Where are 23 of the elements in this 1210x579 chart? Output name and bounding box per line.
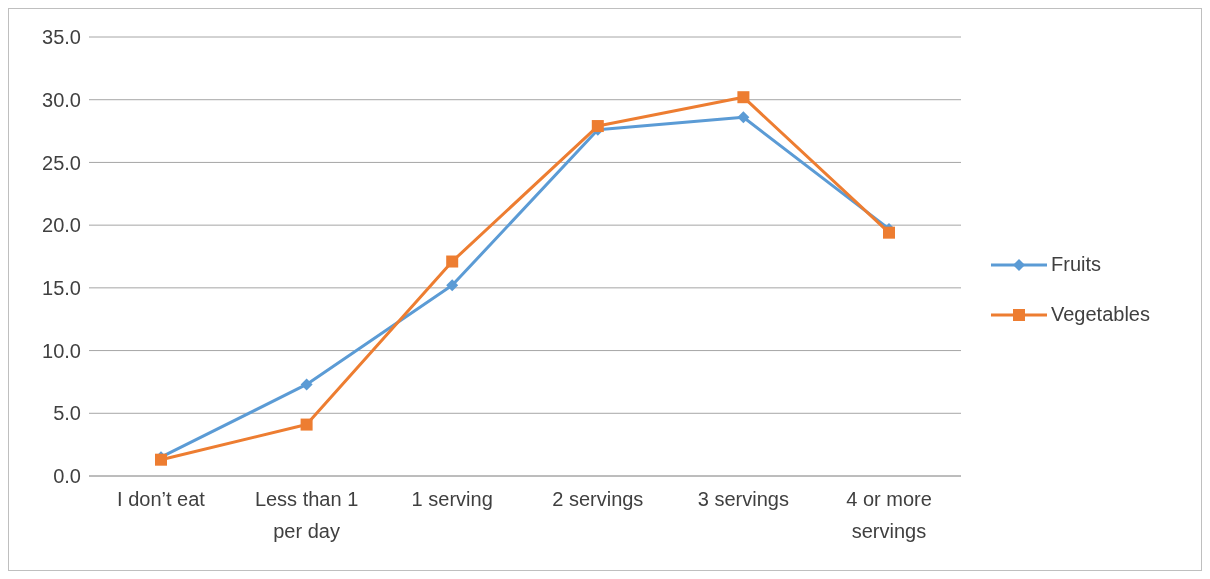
y-tick-label: 30.0 <box>42 88 81 111</box>
point <box>737 111 750 124</box>
x-tick-label: I don’t eat <box>117 488 206 510</box>
point <box>300 378 313 391</box>
y-tick-label: 10.0 <box>42 339 81 362</box>
y-tick-label: 20.0 <box>42 214 81 237</box>
point <box>446 255 459 268</box>
point <box>737 91 750 104</box>
x-tick-label: 3 servings <box>697 488 789 510</box>
point <box>883 226 895 239</box>
y-tick-label: 0.0 <box>53 465 81 488</box>
y-tick-label: 25.0 <box>42 151 81 174</box>
point <box>446 279 459 292</box>
legend-label: Fruits <box>1051 253 1101 276</box>
y-tick-label: 15.0 <box>42 276 81 299</box>
y-tick-label: 5.0 <box>53 402 81 425</box>
x-tick-label: 2 servings <box>552 488 644 510</box>
x-tick-label: 4 or more servings <box>846 488 932 542</box>
x-tick-label: Less than 1 per day <box>254 488 359 542</box>
y-tick-label: 35.0 <box>42 26 81 49</box>
legend-label: Vegetables <box>1051 303 1150 326</box>
x-tick-label: 1 serving <box>411 488 493 510</box>
point <box>300 418 313 431</box>
